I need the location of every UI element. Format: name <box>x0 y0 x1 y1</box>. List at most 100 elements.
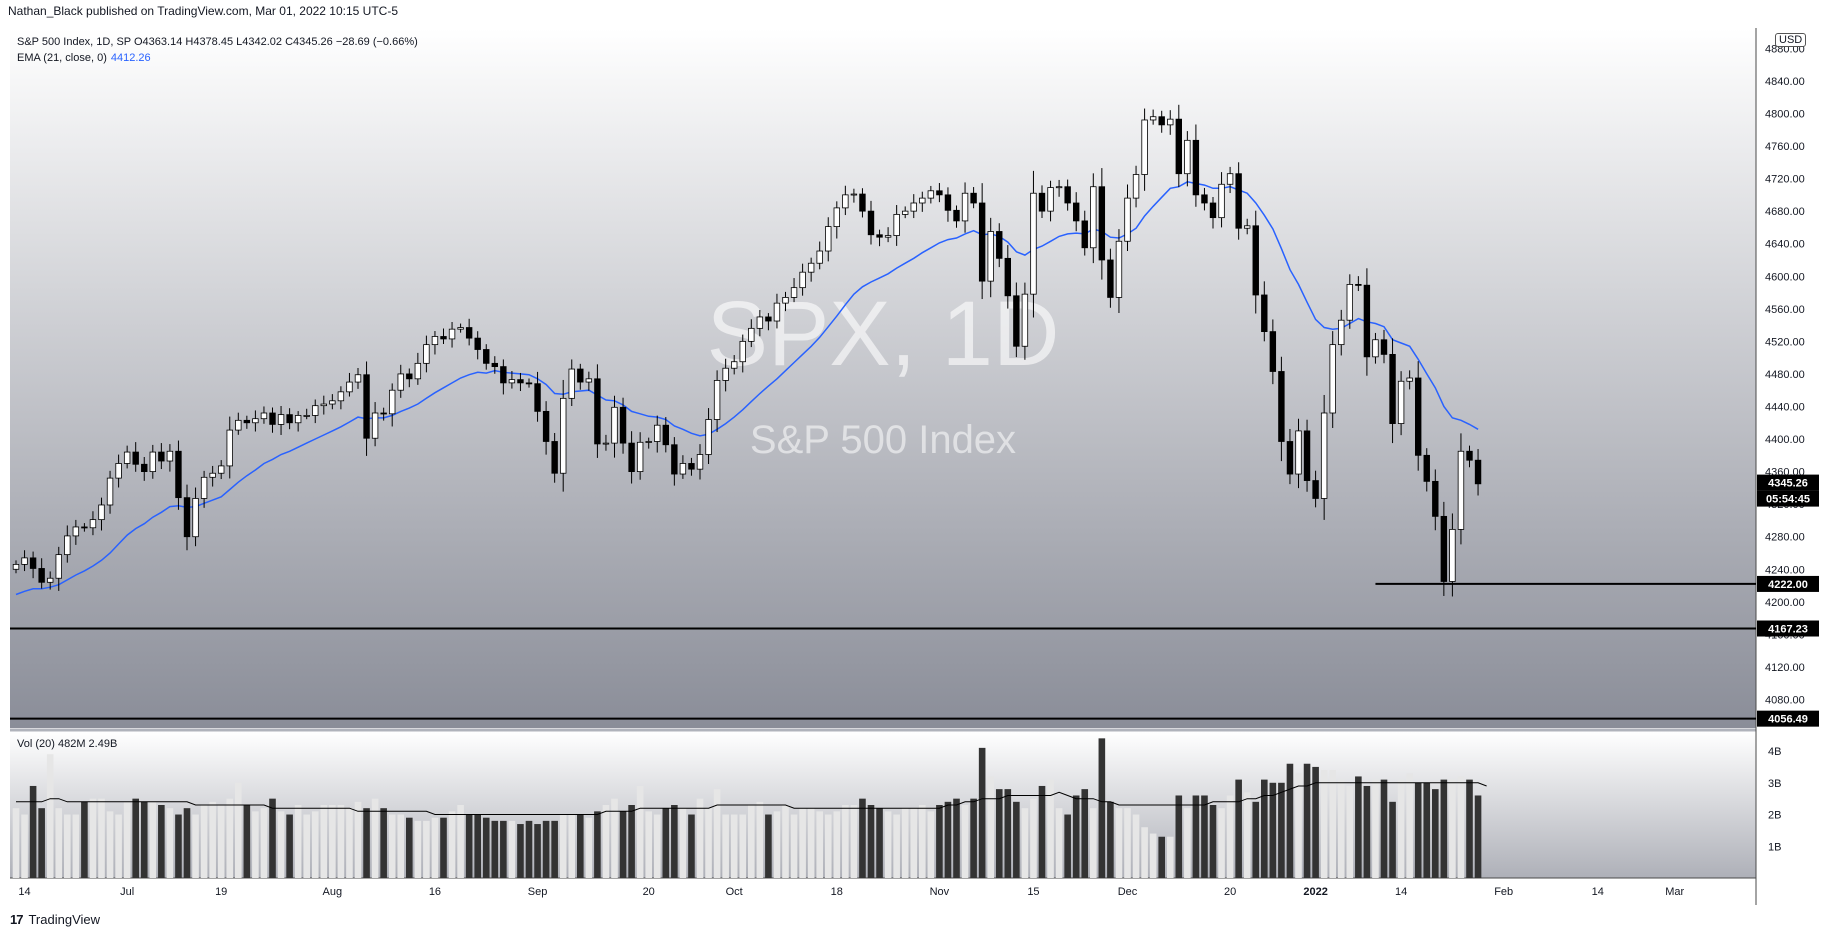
volume-bar <box>1320 770 1328 878</box>
time-tick-label: Feb <box>1494 886 1513 898</box>
volume-bar <box>961 805 969 878</box>
price-axis[interactable]: 4080.004120.004160.004200.004240.004280.… <box>1765 43 1805 706</box>
volume-bar <box>1107 801 1114 878</box>
volume-bar <box>653 814 661 878</box>
volume-bar <box>602 805 610 878</box>
volume-bar <box>1363 785 1371 878</box>
volume-label: Vol (20) 482M 2.49B <box>17 738 118 750</box>
volume-bar <box>380 808 387 878</box>
candle-up <box>1244 225 1251 229</box>
candle-up <box>431 336 439 346</box>
candle-down <box>867 210 875 236</box>
volume-bar <box>1038 785 1046 878</box>
candle-up <box>1346 283 1353 321</box>
currency-badge[interactable]: USD <box>1775 33 1807 47</box>
volume-bar <box>953 798 960 878</box>
volume-bar <box>782 805 789 878</box>
volume-legend[interactable]: Vol (20) 482M 2.49B <box>17 738 117 750</box>
candle-down <box>500 366 507 384</box>
candle-up <box>773 302 781 322</box>
candle-down <box>671 444 678 475</box>
candle-down <box>577 368 584 383</box>
candle-down <box>183 497 191 538</box>
volume-bar <box>1218 808 1225 878</box>
volume-bar <box>38 808 45 878</box>
candle-up <box>166 450 174 462</box>
candle-down <box>1389 353 1396 424</box>
candle-up <box>893 213 900 236</box>
volume-axis[interactable]: 1B 2B 3B 4B <box>1768 746 1781 853</box>
volume-bar <box>123 801 131 878</box>
ema-line-layer <box>15 181 1479 596</box>
candle-up <box>1397 380 1405 424</box>
candle-up <box>277 414 285 425</box>
volume-bar <box>884 811 892 878</box>
price-pane-background <box>10 28 1756 728</box>
candle-down <box>1192 139 1200 196</box>
ema-line <box>15 181 1479 596</box>
volume-bar <box>636 785 644 878</box>
volume-bar <box>867 805 875 878</box>
candle-up <box>217 465 225 474</box>
volume-bar <box>29 785 37 878</box>
candle-up <box>329 400 336 405</box>
price-badge <box>1757 620 1819 637</box>
candle-up <box>679 463 687 475</box>
candle-up <box>89 519 97 529</box>
candle-up <box>64 535 71 556</box>
ema-legend[interactable]: EMA (21, close, 0) 4412.26 <box>17 52 151 64</box>
candle-down <box>1432 480 1439 517</box>
candle-down <box>380 412 387 415</box>
volume-bar <box>217 805 225 878</box>
candle-up <box>1090 186 1097 249</box>
volume-bar <box>1389 801 1396 878</box>
candle-down <box>953 209 960 222</box>
volume-bar <box>850 805 858 878</box>
price-tick-label: 4520.00 <box>1765 336 1805 348</box>
candle-down <box>1175 118 1182 175</box>
volume-bar <box>1021 808 1029 878</box>
volume-bar <box>901 808 909 878</box>
footer-brand[interactable]: 17 TradingView <box>10 912 100 927</box>
volume-bar <box>1440 779 1448 878</box>
price-tick-label: 4080.00 <box>1765 695 1805 707</box>
volume-bar <box>474 814 481 878</box>
candle-up <box>782 297 789 304</box>
candle-up <box>252 418 259 424</box>
candle-up <box>850 193 858 196</box>
candle-down <box>688 463 695 470</box>
volume-bar <box>209 801 216 878</box>
volume-bar <box>1175 795 1183 878</box>
candle-down <box>1474 459 1482 485</box>
price-tick-label: 4280.00 <box>1765 532 1805 544</box>
volume-bar <box>619 811 627 878</box>
volume-bar <box>149 801 157 878</box>
time-tick-label: 2022 <box>1303 886 1327 898</box>
price-tick-label: 4640.00 <box>1765 239 1805 251</box>
volume-bar <box>1397 779 1405 878</box>
volume-bar <box>397 814 405 878</box>
volume-tick-label: 2B <box>1768 810 1781 822</box>
candle-up <box>226 429 233 467</box>
candle-down <box>525 382 533 385</box>
volume-tick-label: 4B <box>1768 746 1781 758</box>
price-badges: 4345.26 05:54:45 4222.00 4167.23 4056.49 <box>1757 474 1819 727</box>
candle-down <box>978 202 986 282</box>
volume-bar <box>1303 763 1311 878</box>
time-tick-label: 20 <box>643 886 655 898</box>
candle-up <box>585 378 593 383</box>
volume-bar <box>1132 814 1140 878</box>
symbol-legend[interactable]: S&P 500 Index, 1D, SP O4363.14 H4378.45 … <box>17 36 418 48</box>
candle-up <box>919 197 926 204</box>
candle-down <box>1440 515 1448 582</box>
volume-bar <box>995 789 1003 878</box>
volume-bar <box>277 811 285 878</box>
time-axis[interactable]: 14 Jul 19 Aug 16 Sep 20 Oct 18 Nov 15 Dec 20 2022 14 Fe… <box>18 886 1684 898</box>
volume-bar <box>1269 782 1277 878</box>
price-tick-label: 4440.00 <box>1765 401 1805 413</box>
time-tick-label: 14 <box>18 886 30 898</box>
candle-down <box>243 419 251 424</box>
candle-up <box>1372 339 1379 358</box>
candle-up <box>790 287 798 298</box>
